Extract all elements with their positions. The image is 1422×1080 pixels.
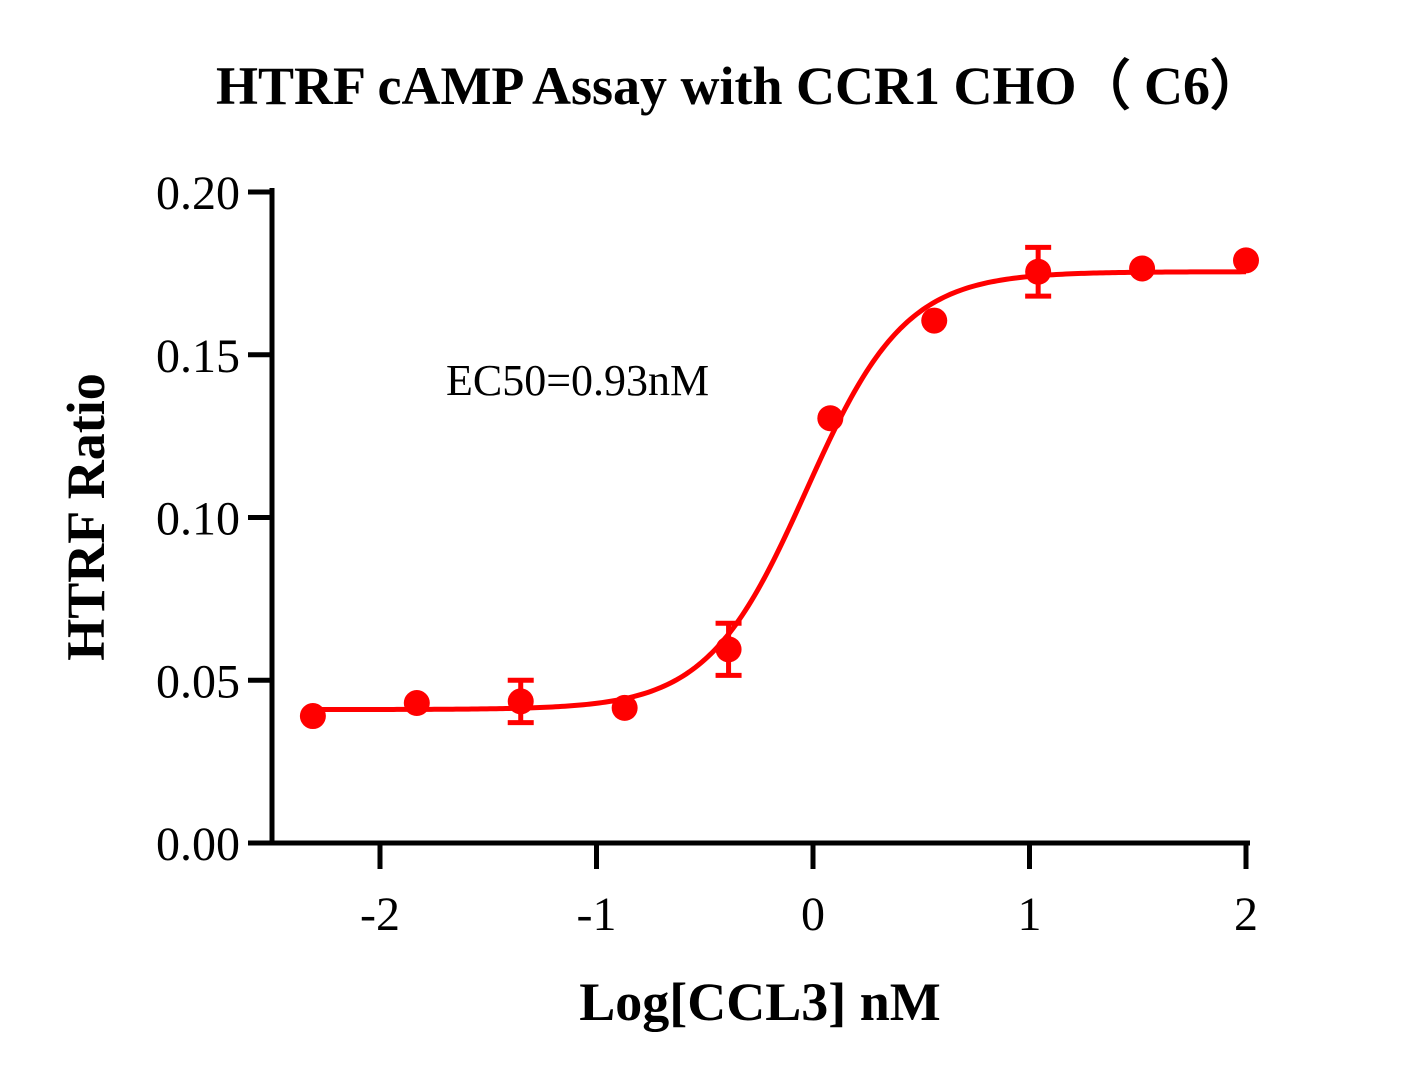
data-points-layer <box>299 247 1259 730</box>
x-ticks: -2 -1 0 1 2 <box>360 843 1258 941</box>
data-point <box>611 694 638 721</box>
x-tick-label: 0 <box>801 888 825 941</box>
y-tick-label: 0.15 <box>156 330 240 383</box>
y-ticks: 0.00 0.05 0.10 0.15 0.20 <box>156 167 272 871</box>
data-point <box>507 688 534 715</box>
fit-curve <box>312 269 1246 713</box>
y-axis-label: HTRF Ratio <box>56 373 116 660</box>
error-bars-layer <box>507 244 1052 726</box>
x-tick-label: -1 <box>577 888 617 941</box>
data-point <box>715 636 742 663</box>
y-tick-label: 0.20 <box>156 167 240 220</box>
data-point <box>299 703 326 730</box>
data-point <box>1129 255 1156 282</box>
data-point <box>1025 258 1052 285</box>
data-point <box>817 405 844 432</box>
data-point <box>403 690 430 717</box>
x-axis-label: Log[CCL3] nM <box>579 972 941 1032</box>
x-tick-label: 2 <box>1234 888 1258 941</box>
ec50-annotation: EC50=0.93nM <box>446 356 709 405</box>
data-point <box>921 307 948 334</box>
y-tick-label: 0.00 <box>156 818 240 871</box>
data-point <box>1233 247 1259 274</box>
x-tick-label: 1 <box>1018 888 1042 941</box>
chart-title: HTRF cAMP Assay with CCR1 CHO（ C6） <box>216 56 1264 116</box>
fit-curve-layer <box>312 269 1246 713</box>
x-tick-label: -2 <box>360 888 400 941</box>
y-tick-label: 0.10 <box>156 493 240 546</box>
y-tick-label: 0.05 <box>156 655 240 708</box>
